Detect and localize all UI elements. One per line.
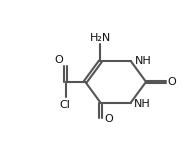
Text: Cl: Cl — [59, 100, 70, 110]
Text: NH: NH — [135, 56, 151, 66]
Text: O: O — [168, 77, 176, 87]
Text: O: O — [104, 114, 113, 124]
Text: O: O — [55, 55, 64, 65]
Text: H₂N: H₂N — [90, 33, 111, 43]
Text: NH: NH — [134, 99, 151, 109]
